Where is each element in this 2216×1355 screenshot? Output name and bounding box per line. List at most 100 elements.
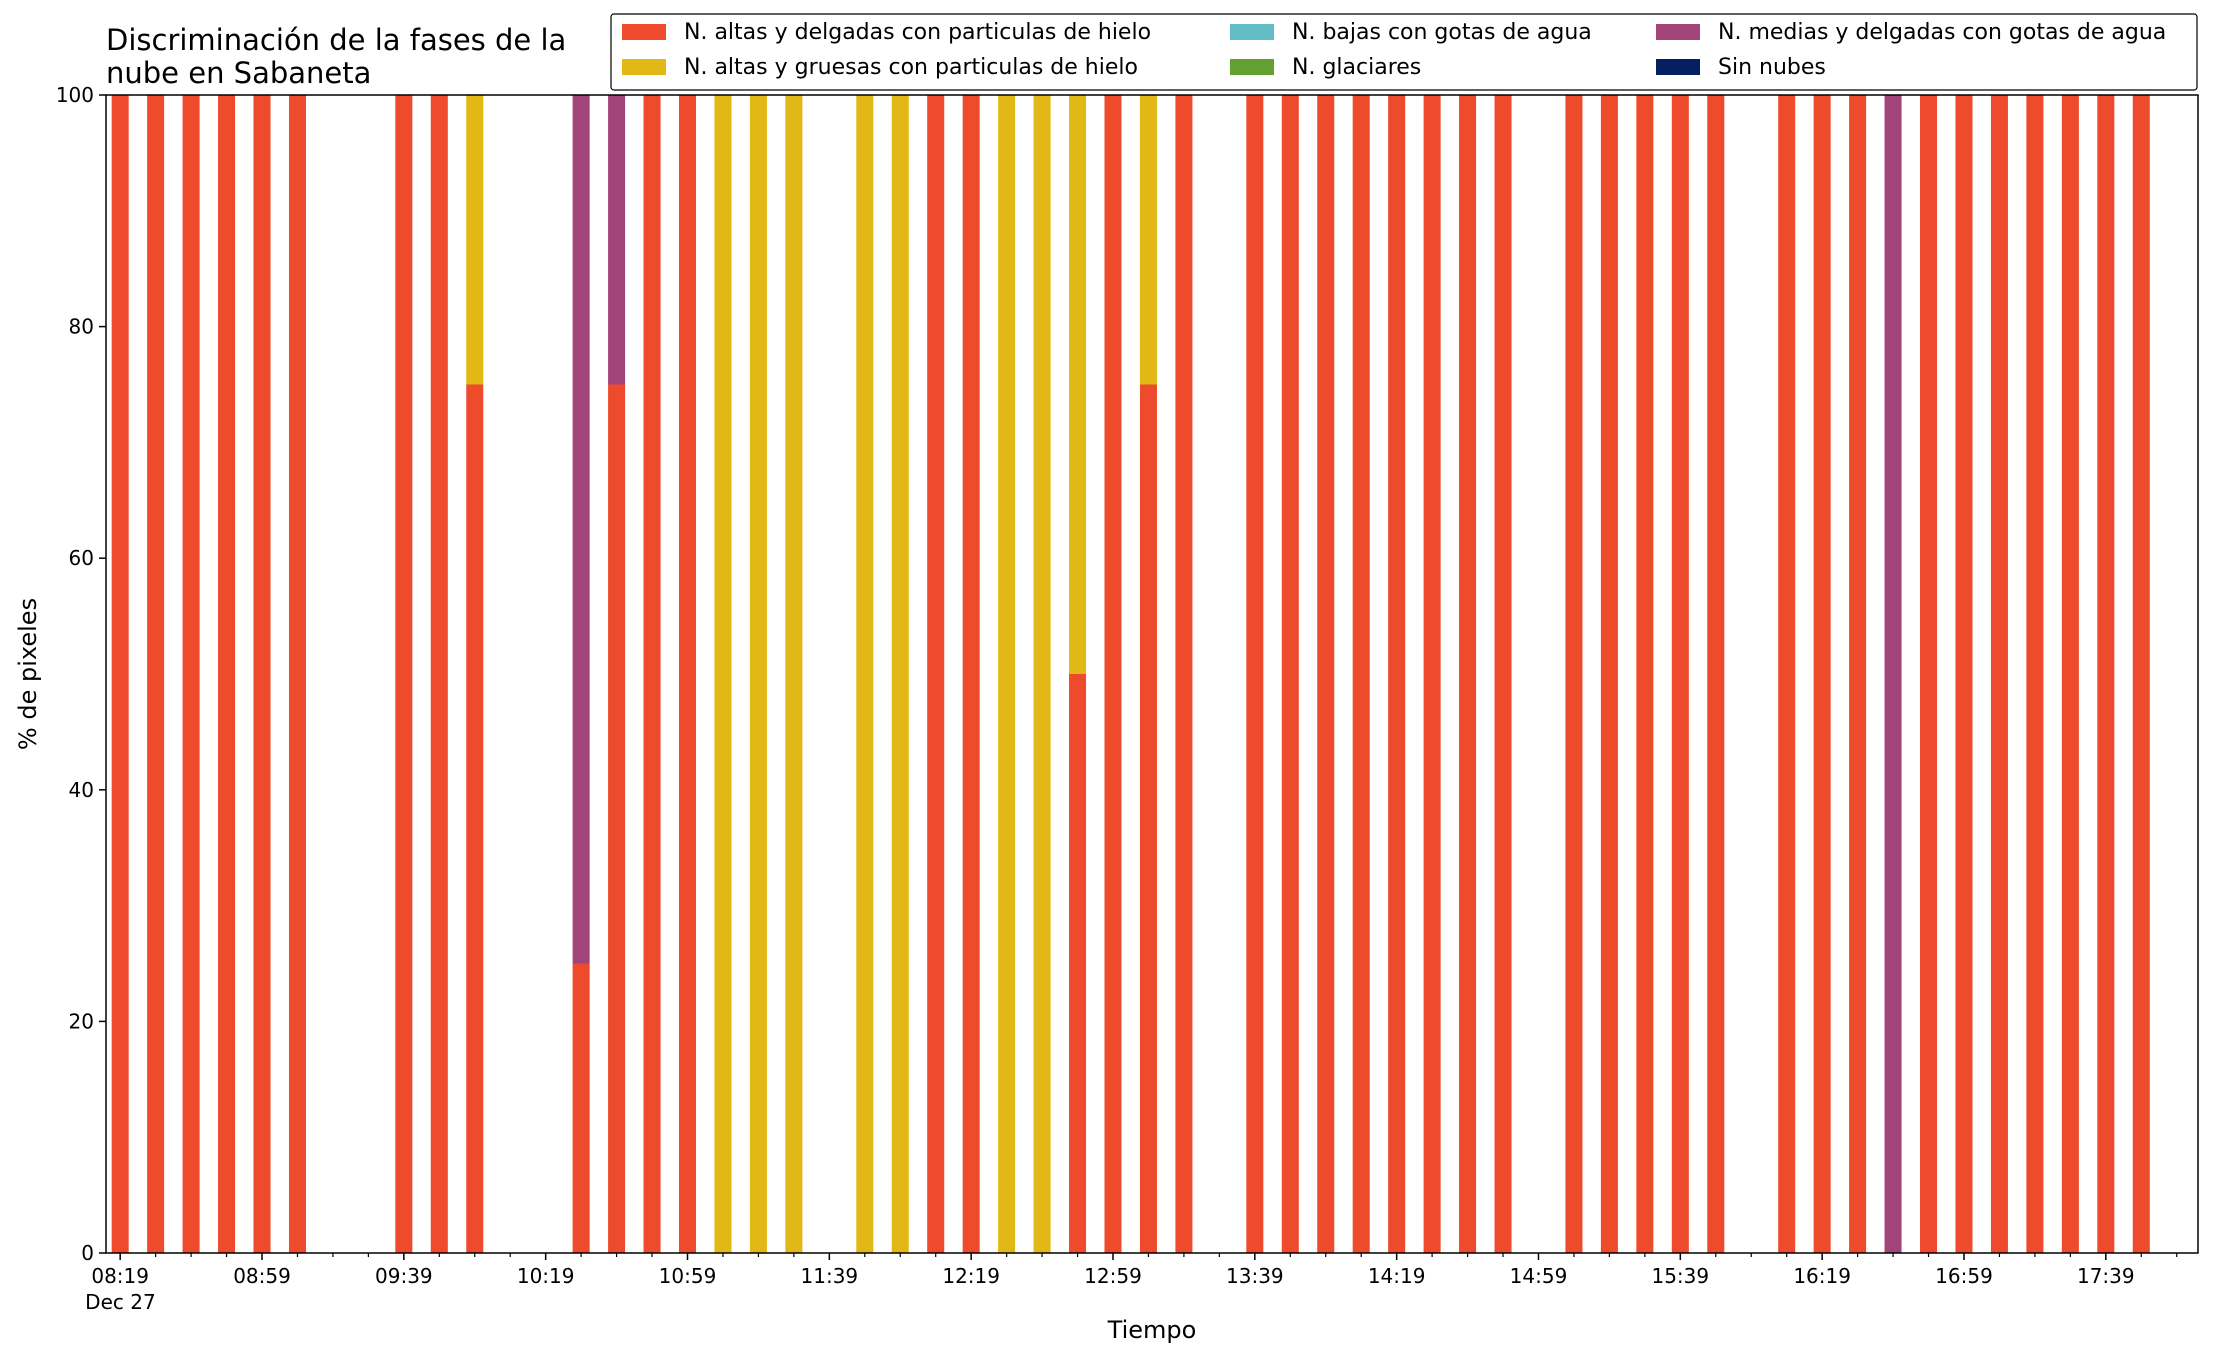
bar-segment-25-series-1 — [998, 95, 1016, 1253]
legend-entry-label: N. glaciares — [1292, 55, 1421, 80]
x-tick-label: 08:59 — [233, 1264, 291, 1288]
bar-segment-19-series-1 — [785, 95, 803, 1253]
bar-segment-35-series-0 — [1352, 95, 1370, 1253]
legend-swatch-1 — [622, 59, 666, 75]
bar-segment-54-series-0 — [2026, 95, 2044, 1253]
bar-segment-47-series-0 — [1778, 95, 1796, 1253]
legend-entry-label: N. bajas con gotas de agua — [1292, 20, 1592, 45]
legend: N. altas y delgadas con particulas de hi… — [610, 13, 2198, 91]
bar-segment-1-series-0 — [147, 95, 165, 1253]
legend-entry-label: N. medias y delgadas con gotas de agua — [1718, 20, 2166, 45]
bar-segment-36-series-0 — [1388, 95, 1406, 1253]
bar-segment-29-series-0 — [1139, 384, 1157, 1253]
bar-segment-49-series-0 — [1849, 95, 1867, 1253]
bar-segment-56-series-0 — [2097, 95, 2115, 1253]
bar-segment-37-series-0 — [1423, 95, 1441, 1253]
bar-segment-29-series-1 — [1139, 95, 1157, 385]
y-tick-label: 80 — [69, 315, 94, 339]
bar-segment-45-series-0 — [1707, 95, 1725, 1253]
x-tick-label: 13:39 — [1226, 1264, 1284, 1288]
bar-segment-27-series-0 — [1069, 674, 1087, 1253]
legend-entry-label: Sin nubes — [1718, 55, 1826, 80]
bar-segment-2-series-0 — [182, 95, 200, 1253]
y-tick-label: 0 — [81, 1241, 94, 1265]
bar-segment-10-series-1 — [466, 95, 484, 385]
x-tick-label: 16:59 — [1935, 1264, 1993, 1288]
legend-swatch-4 — [1656, 24, 1700, 40]
bar-segment-27-series-1 — [1069, 95, 1087, 674]
bar-segment-32-series-0 — [1246, 95, 1264, 1253]
bar-segment-42-series-0 — [1600, 95, 1618, 1253]
chart-title: Discriminación de la fases de la nube en… — [106, 23, 566, 90]
bar-segment-50-series-4 — [1884, 95, 1902, 1253]
plot-frame — [105, 94, 2199, 1254]
chart-title-line-1: Discriminación de la fases de la — [106, 23, 566, 57]
y-axis-label: % de pixeles — [14, 598, 42, 750]
bar-segment-3-series-0 — [218, 95, 236, 1253]
x-tick-label: 10:19 — [517, 1264, 575, 1288]
bar-segment-51-series-0 — [1920, 95, 1938, 1253]
bar-segment-39-series-0 — [1494, 95, 1512, 1253]
bar-segment-23-series-0 — [927, 95, 945, 1253]
legend-swatch-2 — [1230, 24, 1274, 40]
bar-segment-10-series-0 — [466, 384, 484, 1253]
bar-segment-13-series-4 — [572, 95, 590, 964]
y-tick-label: 60 — [69, 546, 94, 570]
bar-segment-48-series-0 — [1813, 95, 1831, 1253]
y-tick-label: 20 — [69, 1009, 94, 1033]
y-tick-label: 100 — [56, 83, 94, 107]
bar-segment-22-series-1 — [891, 95, 909, 1253]
bar-segment-33-series-0 — [1281, 95, 1299, 1253]
legend-swatch-5 — [1656, 59, 1700, 75]
x-axis-label: Tiempo — [1107, 1316, 1197, 1344]
bars-layer — [111, 95, 2150, 1253]
bar-segment-14-series-4 — [608, 95, 626, 385]
bar-segment-26-series-1 — [1033, 95, 1051, 1253]
x-tick-label: 14:19 — [1368, 1264, 1426, 1288]
bar-segment-8-series-0 — [395, 95, 413, 1253]
legend-swatch-0 — [622, 24, 666, 40]
bar-segment-43-series-0 — [1636, 95, 1654, 1253]
bar-segment-55-series-0 — [2061, 95, 2079, 1253]
bar-segment-4-series-0 — [253, 95, 271, 1253]
bar-segment-18-series-1 — [749, 95, 767, 1253]
bar-segment-21-series-1 — [856, 95, 874, 1253]
x-axis: 08:19 08:59 09:39 10:19 10:59 11:39 12:19 12:59… — [91, 1253, 2178, 1288]
bar-segment-5-series-0 — [288, 95, 306, 1253]
x-tick-label: 12:19 — [942, 1264, 1000, 1288]
bar-segment-41-series-0 — [1565, 95, 1583, 1253]
bar-segment-38-series-0 — [1459, 95, 1477, 1253]
legend-entry-label: N. altas y delgadas con particulas de hi… — [684, 20, 1151, 45]
x-tick-label: 17:39 — [2077, 1264, 2135, 1288]
y-tick-label: 40 — [69, 778, 94, 802]
bar-segment-13-series-0 — [572, 963, 590, 1253]
bar-segment-15-series-0 — [643, 95, 661, 1253]
legend-entry-label: N. altas y gruesas con particulas de hie… — [684, 55, 1138, 80]
x-tick-label: 14:59 — [1510, 1264, 1568, 1288]
x-tick-label: 08:19 — [91, 1264, 149, 1288]
bar-segment-30-series-0 — [1175, 95, 1193, 1253]
bar-segment-0-series-0 — [111, 95, 129, 1253]
axes-layer — [105, 94, 2199, 1254]
x-tick-label: 11:39 — [801, 1264, 859, 1288]
bar-segment-44-series-0 — [1671, 95, 1689, 1253]
bar-segment-52-series-0 — [1955, 95, 1973, 1253]
bar-segment-57-series-0 — [2132, 95, 2150, 1253]
chart-title-line-2: nube en Sabaneta — [106, 56, 371, 90]
bar-segment-34-series-0 — [1317, 95, 1335, 1253]
y-axis: 0 20 40 60 80 100 — [56, 83, 106, 1265]
x-tick-label: 15:39 — [1651, 1264, 1709, 1288]
bar-segment-9-series-0 — [430, 95, 448, 1253]
legend-box — [610, 13, 2198, 91]
bar-segment-24-series-0 — [962, 95, 980, 1253]
bar-segment-17-series-1 — [714, 95, 732, 1253]
bar-segment-16-series-0 — [678, 95, 697, 1253]
legend-swatch-3 — [1230, 59, 1274, 75]
bar-segment-14-series-0 — [608, 384, 626, 1253]
x-axis-date-label: Dec 27 — [85, 1290, 156, 1314]
x-tick-label: 12:59 — [1084, 1264, 1142, 1288]
bar-segment-28-series-0 — [1104, 95, 1122, 1253]
x-tick-label: 10:59 — [659, 1264, 717, 1288]
x-tick-label: 16:19 — [1793, 1264, 1851, 1288]
